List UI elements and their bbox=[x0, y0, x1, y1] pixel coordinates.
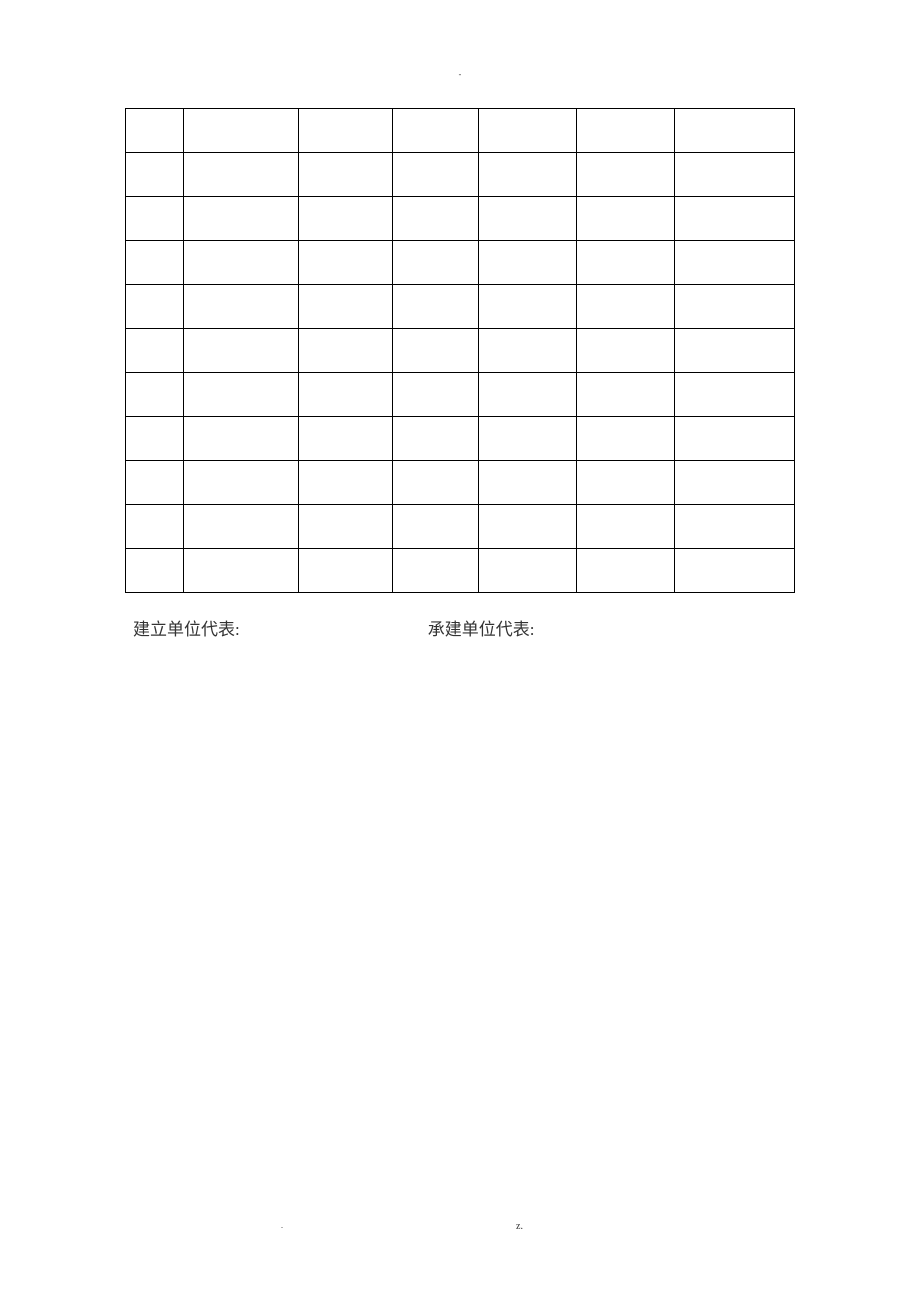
table-cell bbox=[126, 373, 184, 417]
table-cell bbox=[298, 329, 392, 373]
table-cell bbox=[577, 241, 675, 285]
table-row bbox=[126, 505, 795, 549]
table-cell bbox=[183, 153, 298, 197]
table-row bbox=[126, 373, 795, 417]
table-cell bbox=[183, 109, 298, 153]
table-cell bbox=[392, 197, 479, 241]
table-cell bbox=[479, 549, 577, 593]
table-cell bbox=[298, 109, 392, 153]
table-cell bbox=[577, 373, 675, 417]
table-cell bbox=[577, 417, 675, 461]
table-cell bbox=[298, 285, 392, 329]
bottom-page-z: z. bbox=[516, 1221, 523, 1232]
table-cell bbox=[577, 197, 675, 241]
table-cell bbox=[577, 285, 675, 329]
table-cell bbox=[183, 285, 298, 329]
table-cell bbox=[675, 329, 795, 373]
table-cell bbox=[298, 197, 392, 241]
table-cell bbox=[675, 417, 795, 461]
table-cell bbox=[126, 153, 184, 197]
table-cell bbox=[183, 197, 298, 241]
table-cell bbox=[183, 373, 298, 417]
table-cell bbox=[675, 505, 795, 549]
table-row bbox=[126, 329, 795, 373]
table-cell bbox=[183, 505, 298, 549]
table-cell bbox=[298, 153, 392, 197]
table-cell bbox=[183, 241, 298, 285]
table-cell bbox=[392, 329, 479, 373]
table-cell bbox=[183, 329, 298, 373]
table-cell bbox=[126, 461, 184, 505]
table-cell bbox=[577, 549, 675, 593]
establishing-unit-label: 建立单位代表: bbox=[133, 615, 240, 640]
table-cell bbox=[577, 329, 675, 373]
bottom-page-dot: . bbox=[281, 1221, 283, 1230]
table-cell bbox=[392, 109, 479, 153]
table-cell bbox=[577, 461, 675, 505]
table-cell bbox=[392, 241, 479, 285]
table-cell bbox=[577, 505, 675, 549]
table-cell bbox=[392, 373, 479, 417]
table-cell bbox=[479, 373, 577, 417]
table-row bbox=[126, 153, 795, 197]
table-row bbox=[126, 241, 795, 285]
table-cell bbox=[675, 109, 795, 153]
table-cell bbox=[298, 505, 392, 549]
table-row bbox=[126, 285, 795, 329]
table-cell bbox=[392, 285, 479, 329]
table-cell bbox=[392, 505, 479, 549]
table-cell bbox=[675, 285, 795, 329]
table-cell bbox=[183, 549, 298, 593]
table-cell bbox=[126, 285, 184, 329]
table-cell bbox=[479, 505, 577, 549]
table-cell bbox=[298, 461, 392, 505]
table-cell bbox=[298, 417, 392, 461]
table-cell bbox=[183, 461, 298, 505]
table-cell bbox=[126, 549, 184, 593]
table-cell bbox=[126, 197, 184, 241]
table-cell bbox=[479, 153, 577, 197]
table-cell bbox=[126, 109, 184, 153]
table-cell bbox=[675, 197, 795, 241]
table-cell bbox=[392, 549, 479, 593]
table-cell bbox=[298, 549, 392, 593]
document-table bbox=[125, 108, 795, 593]
table-cell bbox=[479, 417, 577, 461]
table-cell bbox=[479, 109, 577, 153]
table-cell bbox=[183, 417, 298, 461]
table-cell bbox=[479, 285, 577, 329]
table-cell bbox=[577, 109, 675, 153]
table-cell bbox=[479, 241, 577, 285]
table-cell bbox=[392, 461, 479, 505]
table-cell bbox=[675, 549, 795, 593]
table-cell bbox=[392, 417, 479, 461]
table-cell bbox=[298, 241, 392, 285]
table-cell bbox=[479, 197, 577, 241]
table-cell bbox=[479, 329, 577, 373]
table-cell bbox=[298, 373, 392, 417]
table-cell bbox=[675, 153, 795, 197]
table-cell bbox=[392, 153, 479, 197]
table-cell bbox=[126, 417, 184, 461]
table-row bbox=[126, 549, 795, 593]
table-cell bbox=[126, 505, 184, 549]
table-cell bbox=[675, 241, 795, 285]
table-cell bbox=[675, 373, 795, 417]
table-row bbox=[126, 461, 795, 505]
table-row bbox=[126, 197, 795, 241]
table-cell bbox=[577, 153, 675, 197]
contractor-unit-label: 承建单位代表: bbox=[428, 615, 535, 640]
table-cell bbox=[675, 461, 795, 505]
table-cell bbox=[126, 241, 184, 285]
table-row bbox=[126, 109, 795, 153]
table-cell bbox=[479, 461, 577, 505]
signature-row: 建立单位代表: 承建单位代表: bbox=[125, 615, 795, 640]
table-row bbox=[126, 417, 795, 461]
page-container: 建立单位代表: 承建单位代表: bbox=[0, 0, 920, 640]
table-cell bbox=[126, 329, 184, 373]
top-page-mark: - bbox=[459, 70, 462, 79]
